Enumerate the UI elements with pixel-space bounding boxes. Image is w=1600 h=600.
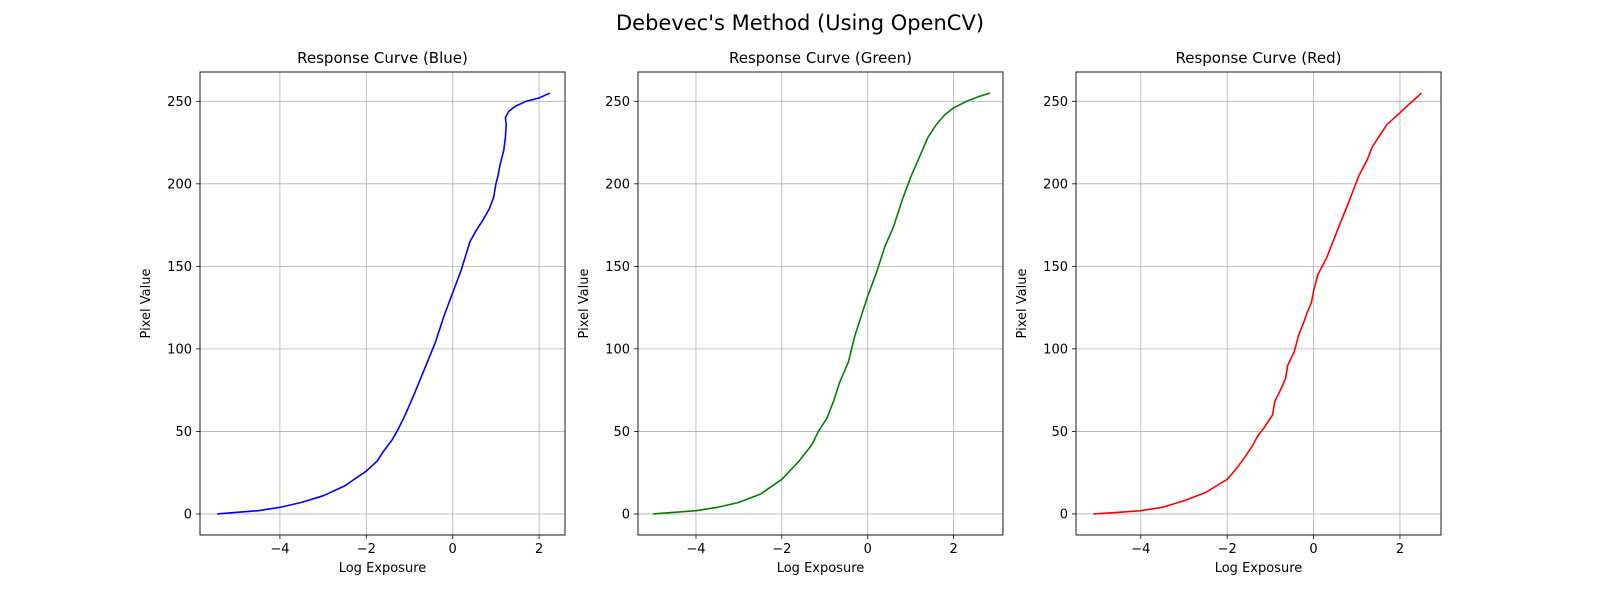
y-tick-label: 150 xyxy=(167,260,192,275)
x-tick-label: 2 xyxy=(535,542,543,557)
y-axis-label: Pixel Value xyxy=(139,269,154,339)
y-tick-label: 250 xyxy=(167,95,192,110)
y-tick-label: 100 xyxy=(167,342,192,357)
y-tick-label: 100 xyxy=(1043,342,1068,357)
y-tick-label: 150 xyxy=(605,260,630,275)
axes-frame xyxy=(199,71,566,536)
y-tick-label: 0 xyxy=(622,507,630,522)
x-tick-label: −4 xyxy=(270,542,289,557)
chart-panel-blue: −4 −2 0 2 0 50 100 150 200 250 Response Curve (Blu… xyxy=(139,49,566,576)
y-tick-label: 50 xyxy=(613,425,630,440)
x-tick-label: −2 xyxy=(772,542,791,557)
response-curve-red xyxy=(1093,92,1423,515)
y-tick-label: 200 xyxy=(605,177,630,192)
x-axis-label: Log Exposure xyxy=(777,561,865,576)
y-axis-label: Pixel Value xyxy=(1015,269,1030,339)
chart-panel-red: −4 −2 0 2 0 50 100 150 200 250 Response Curve (Red… xyxy=(1015,49,1442,576)
chart-title-blue: Response Curve (Blue) xyxy=(297,49,468,67)
y-tick-label: 200 xyxy=(167,177,192,192)
y-tick-label: 250 xyxy=(1043,95,1068,110)
y-axis-label: Pixel Value xyxy=(577,269,592,339)
figure-title: Debevec's Method (Using OpenCV) xyxy=(616,11,984,35)
y-tick-label: 50 xyxy=(1051,425,1068,440)
x-tick-label: 0 xyxy=(1309,542,1317,557)
chart-title-red: Response Curve (Red) xyxy=(1175,49,1341,67)
x-tick-label: −2 xyxy=(1218,542,1237,557)
y-tick-label: 100 xyxy=(605,342,630,357)
y-tick-label: 150 xyxy=(1043,260,1068,275)
y-tick-label: 50 xyxy=(175,425,192,440)
y-tick-label: 0 xyxy=(184,507,192,522)
response-curve-green xyxy=(652,92,991,515)
x-tick-label: 2 xyxy=(1396,542,1404,557)
y-tick-label: 0 xyxy=(1060,507,1068,522)
chart-panel-green: −4 −2 0 2 0 50 100 150 200 250 Response Curve (Gre… xyxy=(577,49,1004,576)
y-tick-label: 200 xyxy=(1043,177,1068,192)
x-tick-label: −4 xyxy=(1131,542,1150,557)
x-tick-label: −2 xyxy=(357,542,376,557)
x-tick-label: 0 xyxy=(449,542,457,557)
x-axis-label: Log Exposure xyxy=(339,561,427,576)
response-curve-blue xyxy=(217,92,551,515)
x-tick-label: 0 xyxy=(864,542,872,557)
x-axis-label: Log Exposure xyxy=(1215,561,1303,576)
axes-frame xyxy=(1075,71,1442,536)
chart-title-green: Response Curve (Green) xyxy=(729,49,912,67)
axes-frame xyxy=(637,71,1004,536)
x-tick-label: 2 xyxy=(949,542,957,557)
y-tick-label: 250 xyxy=(605,95,630,110)
x-tick-label: −4 xyxy=(686,542,705,557)
